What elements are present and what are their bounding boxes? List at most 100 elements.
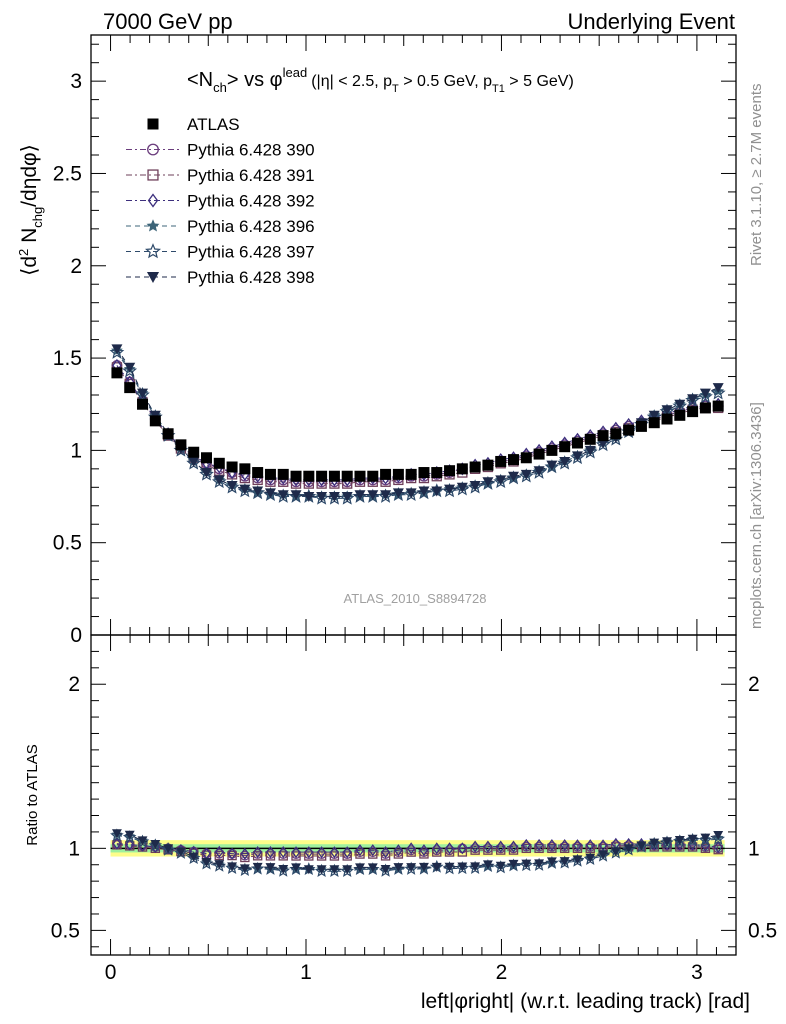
ratio-point-p391	[483, 845, 493, 855]
point-p398	[482, 477, 494, 488]
point-atlas	[162, 428, 174, 440]
point-p398	[303, 492, 315, 503]
ratio-point-p398	[623, 844, 634, 854]
point-atlas	[456, 463, 468, 475]
point-atlas	[418, 467, 430, 479]
point-p398	[584, 445, 596, 456]
ratio-point-p391	[432, 847, 442, 857]
point-atlas	[508, 454, 520, 466]
legend-label: Pythia 6.428 396	[187, 217, 315, 236]
point-atlas	[328, 470, 340, 482]
point-p398	[277, 490, 289, 501]
ratio-point-p392	[317, 846, 327, 859]
ratio-point-p398	[291, 863, 301, 873]
point-p398	[226, 480, 238, 491]
legend-marker-p392	[147, 193, 159, 208]
main-x-ticks	[110, 35, 717, 635]
ratio-point-p392	[547, 838, 557, 852]
point-atlas	[648, 417, 660, 429]
point-p398	[699, 388, 711, 399]
main-ytick-label: 1	[70, 439, 82, 462]
main-ytick-label: 3	[70, 70, 82, 93]
ratio-point-p391	[291, 851, 301, 861]
point-p398	[213, 475, 225, 486]
ratio-point-p392	[330, 846, 339, 859]
ratio-point-p392	[445, 842, 454, 855]
point-atlas	[124, 382, 136, 394]
ratio-point-p392	[419, 844, 429, 857]
point-atlas	[316, 470, 328, 482]
point-atlas	[712, 400, 724, 412]
legend-item-p397: Pythia 6.428 397	[126, 243, 315, 262]
point-p398	[495, 475, 507, 486]
ratio-line-p391	[116, 844, 719, 859]
ratio-point-p398	[303, 865, 314, 875]
ratio-point-p391	[278, 851, 288, 861]
point-atlas	[571, 437, 583, 449]
ratio-point-p398	[636, 841, 647, 851]
ratio-point-p392	[112, 837, 122, 850]
ratio-point-p398	[367, 863, 378, 873]
point-p398	[431, 486, 443, 497]
point-atlas	[405, 468, 417, 480]
ratio-point-p391	[700, 843, 711, 854]
point-atlas	[597, 430, 609, 442]
ratio-point-p398	[227, 862, 238, 872]
ratio-point-p391	[534, 843, 544, 854]
ratio-point-p398	[355, 863, 365, 873]
point-p398	[137, 388, 149, 399]
series-p392	[112, 358, 723, 487]
point-p398	[712, 383, 724, 394]
ratio-point-p398	[674, 836, 685, 846]
point-atlas	[239, 463, 251, 475]
ratio-point-p392	[304, 846, 314, 859]
point-p398	[316, 492, 328, 503]
point-atlas	[175, 439, 187, 451]
point-p397	[109, 344, 125, 359]
ratio-ytick-label: 1	[68, 837, 80, 860]
point-p398	[648, 410, 660, 421]
point-p398	[456, 482, 468, 493]
ratio-point-p398	[559, 857, 570, 867]
point-atlas	[469, 461, 481, 473]
ratio-point-p398	[585, 853, 596, 863]
point-p398	[571, 451, 583, 462]
legend-item-p392: Pythia 6.428 392	[126, 192, 315, 211]
legend-marker-p390	[147, 143, 159, 156]
ratio-point-p392	[381, 846, 390, 859]
ratio-point-p392	[342, 846, 352, 859]
point-atlas	[213, 457, 225, 469]
ratio-point-p398	[546, 857, 557, 867]
ratio-point-p391	[496, 845, 506, 855]
ratio-point-p398	[649, 838, 660, 848]
mcplots-label: mcplots.cern.ch [arXiv:1306.3436]	[748, 402, 765, 629]
ratio-point-p392	[393, 844, 403, 857]
ratio-point-p398	[342, 865, 353, 875]
ratio-point-p398	[662, 837, 672, 847]
point-atlas	[200, 452, 212, 464]
series-atlas	[111, 367, 724, 482]
point-atlas	[188, 446, 200, 458]
legend-item-p396: Pythia 6.428 396	[126, 217, 315, 236]
point-atlas	[699, 402, 711, 414]
ratio-point-p392	[483, 840, 493, 853]
ratio-point-p397	[698, 833, 713, 847]
point-atlas	[149, 415, 161, 427]
point-atlas	[264, 468, 276, 480]
xtick-label: 3	[691, 961, 703, 984]
point-p398	[418, 486, 430, 497]
point-p397	[698, 388, 713, 404]
point-atlas	[482, 459, 494, 471]
ratio-y-ticks: 0.5 0.5 1 1 2 2 0 1 2 3	[51, 650, 777, 984]
point-atlas	[226, 461, 238, 473]
legend-label: Pythia 6.428 398	[187, 268, 315, 287]
legend-label: Pythia 6.428 397	[187, 243, 315, 262]
point-p398	[533, 466, 545, 477]
point-p398	[380, 490, 392, 501]
point-atlas	[137, 398, 149, 410]
point-p398	[111, 344, 123, 355]
ratio-point-p398	[534, 859, 545, 869]
ratio-point-p398	[163, 844, 174, 854]
main-panel: 0.5 1 1.5 2 2.5 3 0	[53, 34, 737, 647]
